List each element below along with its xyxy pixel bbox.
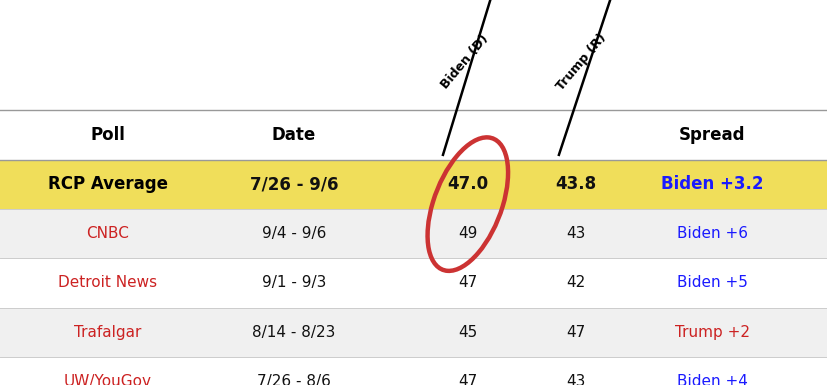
Bar: [0, 357, 827, 385]
Text: 47: 47: [457, 276, 477, 290]
Text: UW/YouGov: UW/YouGov: [64, 374, 151, 385]
Text: RCP Average: RCP Average: [48, 176, 167, 193]
Text: 9/4 - 9/6: 9/4 - 9/6: [261, 226, 326, 241]
Text: 43: 43: [565, 374, 585, 385]
Text: 49: 49: [457, 226, 477, 241]
Text: Trump (R): Trump (R): [553, 31, 608, 92]
Text: 43.8: 43.8: [554, 176, 595, 193]
Text: 47.0: 47.0: [447, 176, 488, 193]
Bar: [0, 209, 827, 258]
Bar: [0, 160, 827, 209]
Bar: [0, 308, 827, 357]
Text: 47: 47: [457, 374, 477, 385]
Text: 7/26 - 9/6: 7/26 - 9/6: [250, 176, 337, 193]
Text: 8/14 - 8/23: 8/14 - 8/23: [252, 325, 335, 340]
Text: Biden +3.2: Biden +3.2: [660, 176, 762, 193]
Text: Date: Date: [271, 126, 316, 144]
Text: Biden +4: Biden +4: [676, 374, 747, 385]
Text: Poll: Poll: [90, 126, 125, 144]
Text: Spread: Spread: [678, 126, 744, 144]
Text: 7/26 - 8/6: 7/26 - 8/6: [256, 374, 331, 385]
Text: 42: 42: [565, 276, 585, 290]
Text: Biden (D): Biden (D): [438, 32, 491, 91]
Text: Detroit News: Detroit News: [58, 276, 157, 290]
Bar: [0, 110, 827, 160]
Bar: [0, 258, 827, 308]
Text: Biden +5: Biden +5: [676, 276, 747, 290]
Text: 45: 45: [457, 325, 477, 340]
Text: 47: 47: [565, 325, 585, 340]
Text: 9/1 - 9/3: 9/1 - 9/3: [261, 276, 326, 290]
Text: Trafalgar: Trafalgar: [74, 325, 141, 340]
Text: Trump +2: Trump +2: [674, 325, 748, 340]
Text: CNBC: CNBC: [86, 226, 129, 241]
Text: Biden +6: Biden +6: [676, 226, 747, 241]
Text: 43: 43: [565, 226, 585, 241]
